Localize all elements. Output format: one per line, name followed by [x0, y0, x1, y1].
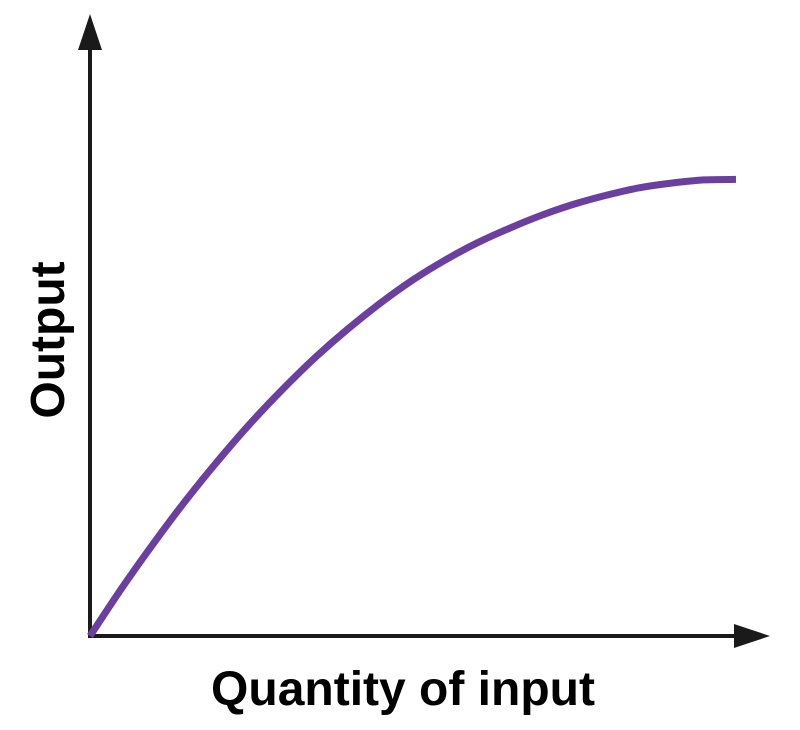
series-group — [87, 175, 737, 638]
x-axis-label: Quantity of input — [211, 663, 595, 716]
series-line-0 — [87, 175, 737, 638]
x-axis-arrowhead — [734, 624, 770, 648]
y-axis-label: Output — [22, 261, 75, 418]
axes — [78, 14, 770, 648]
y-axis-arrowhead — [78, 14, 102, 50]
